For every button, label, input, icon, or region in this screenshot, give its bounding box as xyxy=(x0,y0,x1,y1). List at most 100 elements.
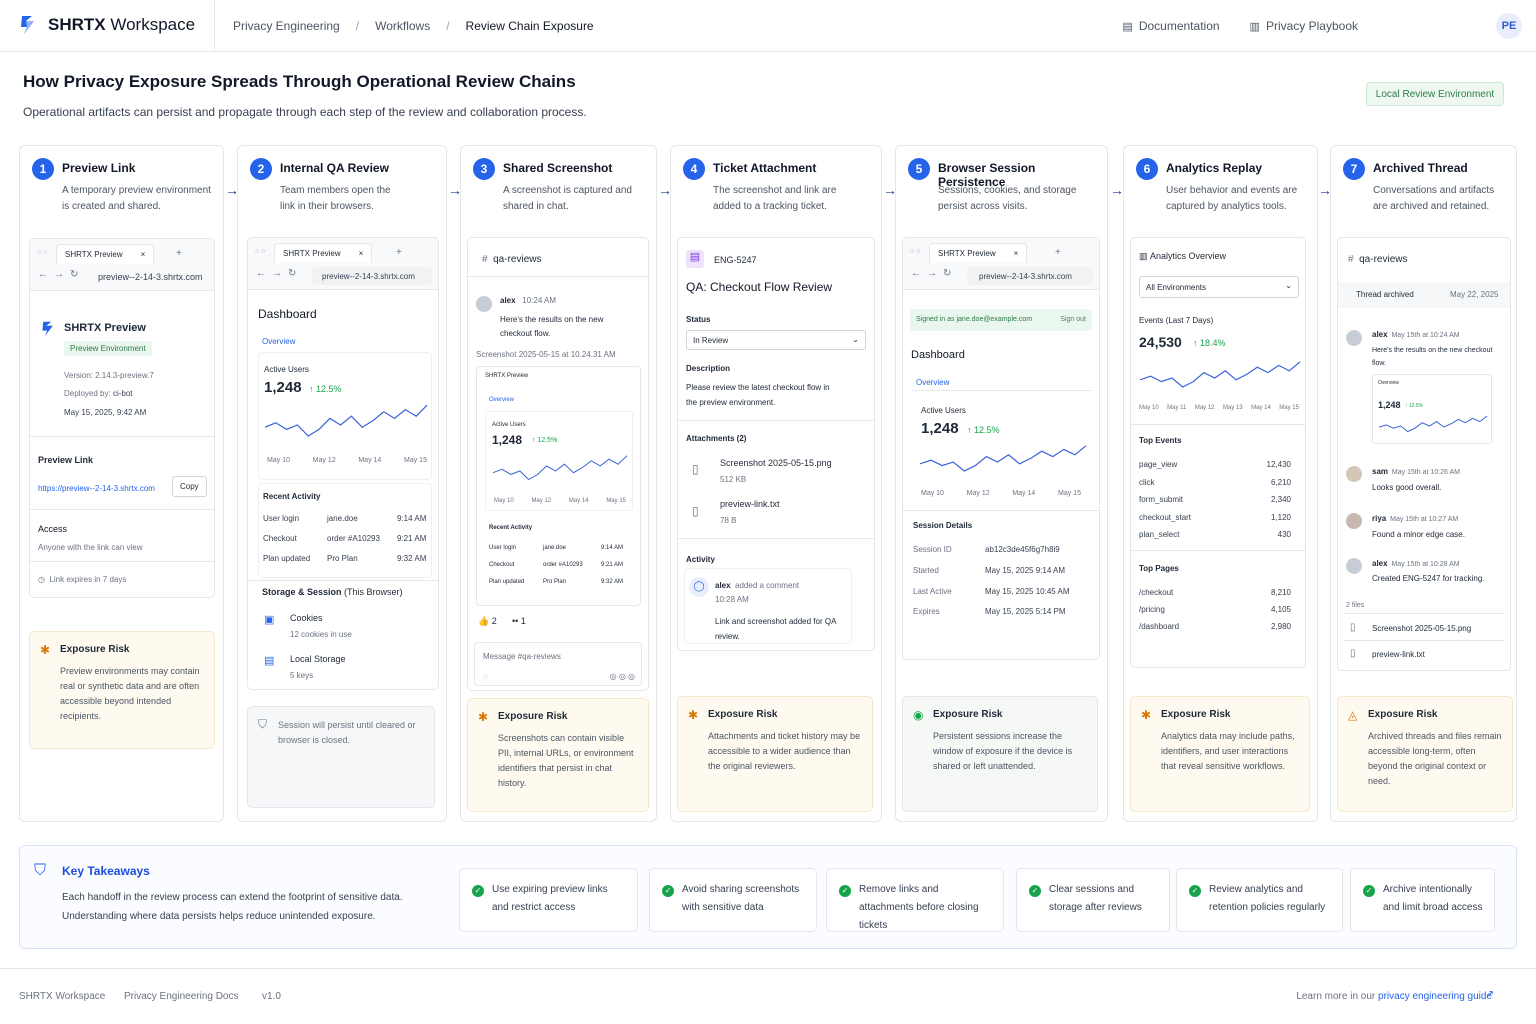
breadcrumb: Privacy Engineering / Workflows / Review… xyxy=(214,0,594,52)
takeaway-item: ✓ Archive intentionally and limit broad a… xyxy=(1350,868,1495,932)
top-bar: SHRTX Workspace Privacy Engineering / Wo… xyxy=(0,0,1536,52)
message-input[interactable]: Message #qa-reviews xyxy=(483,652,561,661)
page-row: /dashboard 2,980 xyxy=(1139,622,1291,631)
close-icon[interactable]: × xyxy=(1013,249,1019,258)
reaction-eyes[interactable]: •• 1 xyxy=(512,616,526,626)
event-row: plan_select 430 xyxy=(1139,530,1291,539)
exposure-risk-card: ✱ Exposure Risk Screenshots can contain … xyxy=(467,698,649,812)
flow-arrow-icon: → xyxy=(448,182,462,198)
logo[interactable]: SHRTX Workspace xyxy=(18,14,195,36)
close-icon[interactable]: × xyxy=(358,249,364,258)
nav-buttons[interactable]: ←→↻ xyxy=(911,268,958,279)
cookies-value: 12 cookies in use xyxy=(290,630,352,639)
browser-window: ○ ○ SHRTX Preview × + ←→↻ preview--2-14-3… xyxy=(29,238,215,598)
message-header: alex 10:24 AM xyxy=(500,296,557,305)
shield-icon: ⛉ xyxy=(258,717,268,731)
window-controls[interactable]: ○ ○ xyxy=(37,249,48,256)
screenshot-thumbnail[interactable]: Overview 1,248 ↑ 12.5% xyxy=(1372,374,1492,444)
new-tab-icon[interactable]: + xyxy=(176,248,182,259)
risk-title: Exposure Risk xyxy=(933,709,1003,720)
browser-tab[interactable]: SHRTX Preview × xyxy=(274,243,373,263)
breadcrumb-item[interactable]: Workflows xyxy=(375,19,431,33)
attachment-name[interactable]: Screenshot 2025-05-15.png xyxy=(720,458,832,468)
check-icon: ✓ xyxy=(472,885,484,897)
nav-buttons[interactable]: ←→↻ xyxy=(38,269,85,280)
session-row: Session ID ab12c3de45f6g7h8i9 xyxy=(913,545,1060,554)
risk-title: Exposure Risk xyxy=(708,709,778,720)
status-select[interactable]: In Review ⌄ xyxy=(686,330,866,350)
step-description: The screenshot and link are added to a t… xyxy=(713,185,837,212)
address-bar[interactable]: preview--2-14-3.shrtx.com xyxy=(98,272,203,282)
guide-link[interactable]: privacy engineering guide xyxy=(1378,991,1492,1002)
user-avatar[interactable]: PE xyxy=(1496,13,1522,39)
tab-overview[interactable]: Overview xyxy=(916,378,950,387)
activity-time: 10:28 AM xyxy=(715,595,749,604)
file-icon: ▯ xyxy=(692,504,699,518)
flow-arrow-icon: → xyxy=(1110,182,1124,198)
activity-row: Checkout order #A10293 9:21 AM xyxy=(263,534,427,543)
events-label: Events (Last 7 Days) xyxy=(1139,316,1214,325)
description-text: Please review the latest checkout flow i… xyxy=(686,383,830,407)
version-label: Version: 2.14.3-preview.7 xyxy=(64,371,154,380)
breadcrumb-item[interactable]: Privacy Engineering xyxy=(233,19,340,33)
window-controls[interactable]: ○ ○ xyxy=(255,248,266,255)
external-link-icon[interactable]: ↗ xyxy=(1485,989,1494,1000)
preview-link-url[interactable]: https://preview--2-14-3.shrtx.com xyxy=(38,484,155,493)
step-description: A screenshot is captured and shared in c… xyxy=(503,185,632,212)
page-subtitle: Operational artifacts can persist and pr… xyxy=(23,105,587,119)
address-bar[interactable]: preview--2-14-3.shrtx.com xyxy=(312,267,432,285)
shrtx-logo-icon xyxy=(21,16,34,34)
session-row: Last Active May 15, 2025 10:45 AM xyxy=(913,587,1070,596)
reaction-thumbs[interactable]: 👍 2 xyxy=(478,616,497,626)
message-text: Here's the results on the new checkout f… xyxy=(1372,347,1493,367)
step-title: Analytics Replay xyxy=(1166,161,1263,175)
local-storage-value: 5 keys xyxy=(290,671,314,680)
new-tab-icon[interactable]: + xyxy=(396,247,402,258)
documentation-link[interactable]: ▤ Documentation xyxy=(1122,19,1220,33)
takeaway-item: ✓ Review analytics and retention policies… xyxy=(1176,868,1343,932)
screenshot-thumbnail[interactable]: SHRTX Preview Overview Active Users 1,24… xyxy=(476,366,641,606)
message-composer[interactable]: Message #qa-reviews ◌ ◎ ◎ ◎ xyxy=(474,642,642,686)
line-chart xyxy=(919,445,1087,472)
top-events-title: Top Events xyxy=(1139,436,1182,445)
footer-link[interactable]: Privacy Engineering Docs xyxy=(124,991,239,1002)
new-tab-icon[interactable]: + xyxy=(1055,247,1061,258)
nav-buttons[interactable]: ←→↻ xyxy=(256,268,303,279)
window-controls[interactable]: ○ ○ xyxy=(910,248,921,255)
copy-button[interactable]: Copy xyxy=(172,476,207,497)
warning-icon: ✱ xyxy=(478,710,489,724)
privacy-playbook-link[interactable]: ▥ Privacy Playbook xyxy=(1249,19,1358,33)
tab-overview[interactable]: Overview xyxy=(262,337,296,346)
file-name[interactable]: Screenshot 2025-05-15.png xyxy=(1372,624,1472,633)
thumb-change: ↑ 12.5% xyxy=(1405,403,1424,409)
check-icon: ✓ xyxy=(839,885,851,897)
close-icon[interactable]: × xyxy=(140,250,146,259)
dashboard-title: Dashboard xyxy=(258,307,317,321)
ticket-title: QA: Checkout Flow Review xyxy=(686,280,833,294)
footer-link[interactable]: SHRTX Workspace xyxy=(19,991,106,1002)
attachment-name[interactable]: preview-link.txt xyxy=(720,499,780,509)
access-value: Anyone with the link can view xyxy=(38,543,143,552)
chart-ticks: May 10 May 11 May 12 May 13 May 14 May 15 xyxy=(1139,405,1299,411)
risk-title: Exposure Risk xyxy=(60,644,130,655)
environment-select[interactable]: All Environments ⌄ xyxy=(1139,276,1299,298)
archived-bar: Thread archived May 22, 2025 xyxy=(1338,282,1510,308)
address-bar[interactable]: preview--2-14-3.shrtx.com xyxy=(967,267,1093,285)
activity-label: Activity xyxy=(686,555,715,564)
message-text: Here's the results on the new checkout f… xyxy=(500,315,604,338)
composer-icons[interactable]: ◌ ◎ ◎ ◎ xyxy=(483,672,635,681)
browser-tab[interactable]: SHRTX Preview × xyxy=(929,243,1028,263)
message-header: sam May 15th at 10:26 AM xyxy=(1372,467,1461,476)
file-name[interactable]: preview-link.txt xyxy=(1372,650,1425,659)
step-description: Team members open the link in their brow… xyxy=(280,185,391,212)
takeaway-item: ✓ Remove links and attachments before clo… xyxy=(826,868,1004,932)
shield-icon: ⛉ xyxy=(34,862,47,879)
hash-icon: # xyxy=(1348,254,1354,265)
risk-description: Preview environments may contain real or… xyxy=(60,666,200,721)
ticket-icon: ▤ xyxy=(686,250,704,268)
files-count: 2 files xyxy=(1346,602,1365,609)
browser-tab[interactable]: SHRTX Preview × xyxy=(56,244,155,264)
sign-out-link[interactable]: Sign out xyxy=(1060,316,1086,323)
thumb-label: Overview xyxy=(1378,380,1399,386)
app-name: SHRTX Preview xyxy=(64,322,146,334)
